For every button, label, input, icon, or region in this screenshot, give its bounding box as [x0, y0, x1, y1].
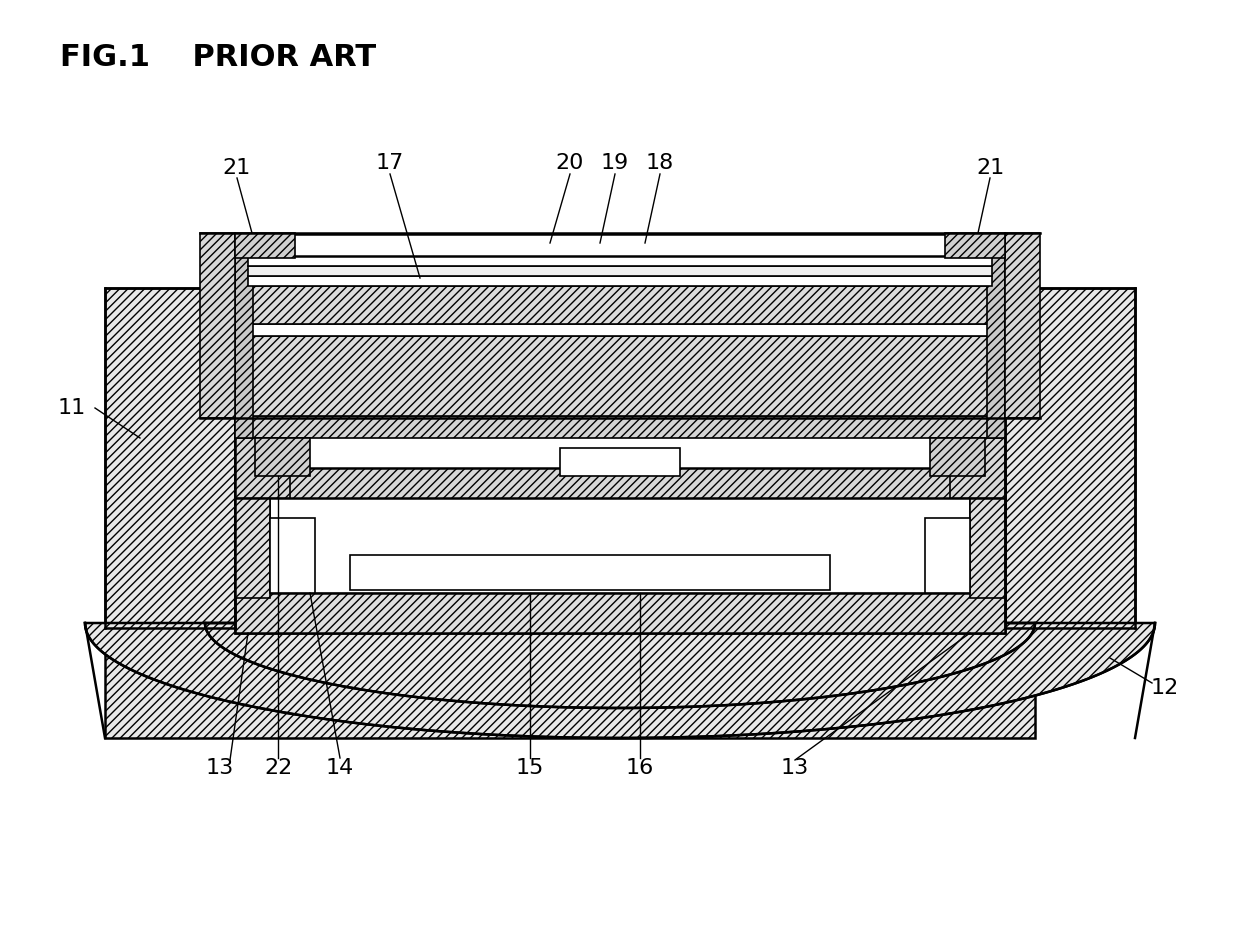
Bar: [925, 518, 970, 593]
Bar: [1004, 233, 1040, 418]
Bar: [930, 438, 985, 476]
Bar: [248, 336, 992, 416]
Text: 17: 17: [376, 153, 404, 173]
Bar: [248, 234, 992, 256]
Bar: [236, 593, 1004, 633]
Text: 16: 16: [626, 758, 655, 778]
Bar: [105, 623, 1035, 738]
Bar: [236, 234, 253, 438]
Text: 11: 11: [58, 398, 86, 418]
Text: 12: 12: [1151, 678, 1179, 698]
Bar: [560, 448, 680, 476]
Text: 19: 19: [601, 153, 629, 173]
Text: 21: 21: [976, 158, 1004, 178]
Bar: [270, 518, 315, 593]
Bar: [248, 286, 992, 324]
Bar: [350, 555, 830, 590]
Bar: [255, 438, 310, 476]
Text: 21: 21: [223, 158, 252, 178]
Text: 20: 20: [556, 153, 584, 173]
Text: 22: 22: [264, 758, 293, 778]
Text: 15: 15: [516, 758, 544, 778]
Bar: [248, 324, 992, 336]
Bar: [236, 398, 290, 498]
Bar: [200, 233, 236, 418]
Bar: [987, 234, 1004, 438]
Text: 14: 14: [326, 758, 355, 778]
Text: 13: 13: [781, 758, 810, 778]
Bar: [236, 468, 1004, 498]
Polygon shape: [86, 623, 1154, 738]
Bar: [248, 276, 992, 286]
Bar: [970, 488, 1004, 598]
Bar: [236, 488, 270, 598]
Bar: [236, 488, 1004, 633]
Bar: [945, 233, 1004, 258]
Bar: [236, 416, 1004, 438]
Bar: [236, 233, 295, 258]
Bar: [1004, 288, 1135, 628]
Bar: [248, 266, 992, 276]
Bar: [105, 288, 236, 628]
Text: 13: 13: [206, 758, 234, 778]
Text: 18: 18: [646, 153, 675, 173]
Bar: [248, 256, 992, 266]
Bar: [270, 493, 970, 593]
Text: FIG.1    PRIOR ART: FIG.1 PRIOR ART: [60, 43, 376, 72]
Bar: [950, 398, 1004, 498]
